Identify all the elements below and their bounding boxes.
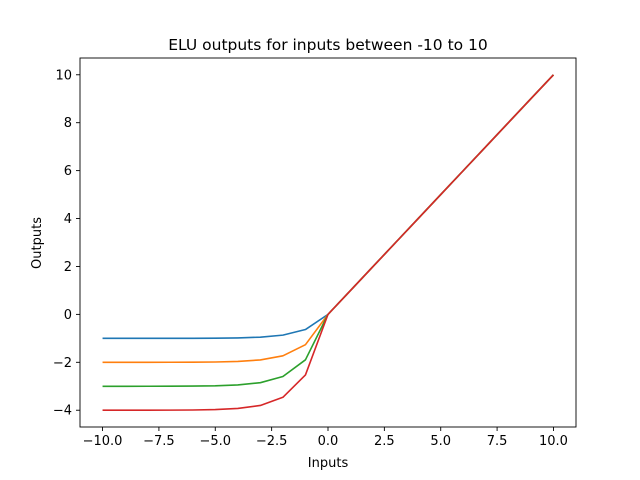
y-tick-label: 10 <box>55 68 72 83</box>
x-tick-label: −10.0 <box>83 434 123 449</box>
y-tick-label: 4 <box>64 212 72 227</box>
x-tick-label: −5.0 <box>199 434 231 449</box>
y-tick-label: 0 <box>64 308 72 323</box>
x-tick-label: 7.5 <box>487 434 508 449</box>
series-line-4 <box>102 74 555 412</box>
y-tick-label: −2 <box>53 356 72 371</box>
y-tick-label: −4 <box>53 404 72 419</box>
y-tick-label: 6 <box>64 164 72 179</box>
y-tick-label: 8 <box>64 116 72 131</box>
x-tick-label: 2.5 <box>374 434 395 449</box>
x-axis-label: Inputs <box>308 456 349 471</box>
x-tick-label: 0.0 <box>318 434 339 449</box>
x-tick-label: 5.0 <box>430 434 451 449</box>
x-tick-label: −7.5 <box>143 434 175 449</box>
y-axis-label: Outputs <box>30 217 45 269</box>
x-tick-label: −2.5 <box>256 434 288 449</box>
x-tick-label: 10.0 <box>539 434 568 449</box>
plot-area: −10.0 −7.5 −5.0 −2.5 0.0 2.5 5.0 7.5 10.0 −4 −2 0 2 4… <box>53 57 577 449</box>
chart-title: ELU outputs for inputs between -10 to 10 <box>168 36 488 54</box>
y-tick-label: 2 <box>64 260 72 275</box>
